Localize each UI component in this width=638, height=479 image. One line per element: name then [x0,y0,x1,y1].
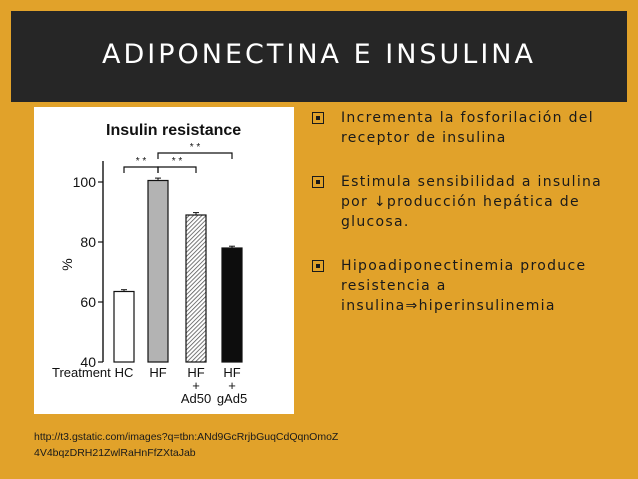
source-caption[interactable]: http://t3.gstatic.com/images?q=tbn:ANd9G… [34,431,339,459]
bar-hf [147,179,169,363]
x-tick-label: Ad50 [181,391,211,406]
x-tick-label: HC [115,365,134,380]
x-tick-label: + [228,378,236,393]
x-tick-label: gAd5 [217,391,247,406]
significance-label: * * [172,156,183,167]
significance-label: * * [136,156,147,167]
bar-hc [113,290,135,363]
chart-figure: Insulin resistance 40 60 80 100% * * * * * * Tre… [34,107,294,414]
title-bar: ADIPONECTINA E INSULINA [11,11,627,102]
slide-title: ADIPONECTINA E INSULINA [102,39,536,70]
x-tick-label: + [192,378,200,393]
chart-title: Insulin resistance [106,122,241,139]
bar-hfad50 [185,214,207,363]
x-tick-label: HF [223,365,240,380]
y-axis-label: % [59,258,75,270]
bullet-text: Hipoadiponectinemia produce resistencia … [341,258,587,314]
x-tick-label: HF [149,365,166,380]
significance-bracket [157,152,233,159]
bullet-list: Incrementa la fosforilación del receptor… [311,108,621,340]
bullet-item-hypoadiponectinemia: Hipoadiponectinemia produce resistencia … [311,256,621,316]
y-tick-label: 60 [80,294,96,310]
x-tick-label: HF [187,365,204,380]
bar-hfgad5 [221,247,243,363]
y-tick-label: 80 [80,234,96,250]
y-tick-label: 40 [80,354,96,370]
insulin-resistance-chart: Insulin resistance 40 60 80 100% * * * * * * Tre… [52,122,247,406]
checkbox-bullet-icon [312,260,324,272]
significance-label: * * [190,142,201,153]
bullet-text: Estimula sensibilidad a insulina por ↓pr… [341,174,603,230]
bullet-item-phosphorylation: Incrementa la fosforilación del receptor… [311,108,621,148]
y-tick-label: 100 [73,174,97,190]
significance-bracket [157,166,197,173]
bullet-item-sensitivity: Estimula sensibilidad a insulina por ↓pr… [311,172,621,232]
checkbox-bullet-icon [312,112,324,124]
checkbox-bullet-icon [312,176,324,188]
significance-bracket [123,166,159,173]
bullet-text: Incrementa la fosforilación del receptor… [341,110,594,146]
x-axis-prefix-label: Treatment : [52,365,118,380]
